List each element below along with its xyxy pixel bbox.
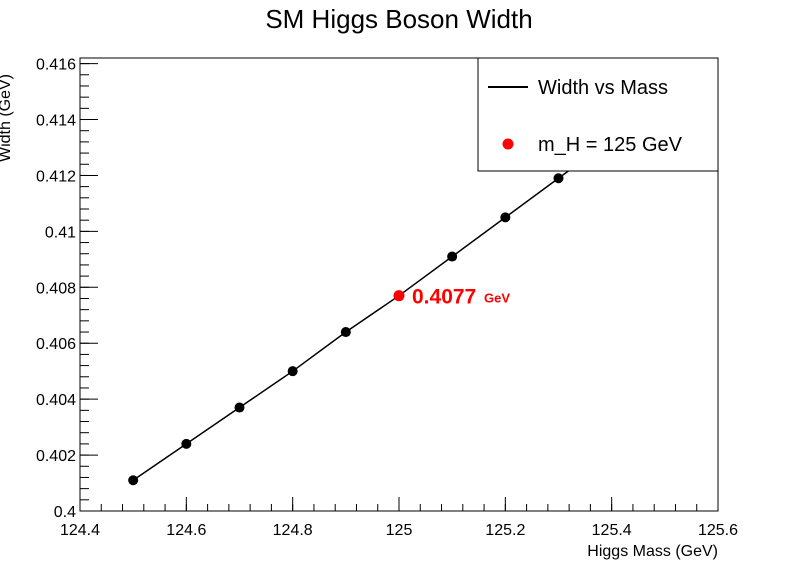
data-point xyxy=(234,402,245,413)
y-tick-label: 0.41 xyxy=(45,224,76,241)
y-tick-label: 0.4 xyxy=(54,504,76,521)
x-tick-label: 124.8 xyxy=(273,522,313,539)
y-tick-label: 0.406 xyxy=(36,336,76,353)
data-point xyxy=(181,438,192,449)
data-point xyxy=(340,327,351,338)
annotation-value: 0.4077 xyxy=(412,286,476,309)
legend-marker-swatch xyxy=(502,138,514,150)
x-tick-label: 124.4 xyxy=(60,522,100,539)
y-tick-label: 0.412 xyxy=(36,168,76,185)
y-tick-label: 0.408 xyxy=(36,280,76,297)
x-tick-label: 125.2 xyxy=(485,522,525,539)
highlight-point-125 xyxy=(393,290,405,302)
x-tick-label: 124.6 xyxy=(166,522,206,539)
x-tick-label: 125 xyxy=(386,522,413,539)
axes: 124.4 124.6 124.8 125 125.2 125.4 125.6 0.4 0.40… xyxy=(36,57,738,539)
data-point xyxy=(287,366,298,377)
chart-title: SM Higgs Boson Width xyxy=(265,4,532,34)
data-point xyxy=(500,212,511,223)
x-axis-label: Higgs Mass (GeV) xyxy=(587,543,718,560)
y-tick-label: 0.402 xyxy=(36,448,76,465)
x-tick-label: 125.4 xyxy=(592,522,632,539)
data-point xyxy=(128,475,139,486)
y-tick-label: 0.416 xyxy=(36,57,76,74)
data-point xyxy=(447,251,458,262)
y-axis-label: Width (GeV) xyxy=(0,74,14,162)
annotation-unit: GeV xyxy=(484,291,510,306)
legend-box xyxy=(477,57,719,172)
y-tick-label: 0.414 xyxy=(36,113,76,130)
y-tick-label: 0.404 xyxy=(36,392,76,409)
data-point xyxy=(553,173,564,184)
legend-label-width-vs-mass: Width vs Mass xyxy=(538,77,668,99)
legend: Width vs Mass m_H = 125 GeV xyxy=(477,57,719,172)
x-tick-label: 125.6 xyxy=(698,522,738,539)
legend-label-mh: m_H = 125 GeV xyxy=(538,134,683,156)
